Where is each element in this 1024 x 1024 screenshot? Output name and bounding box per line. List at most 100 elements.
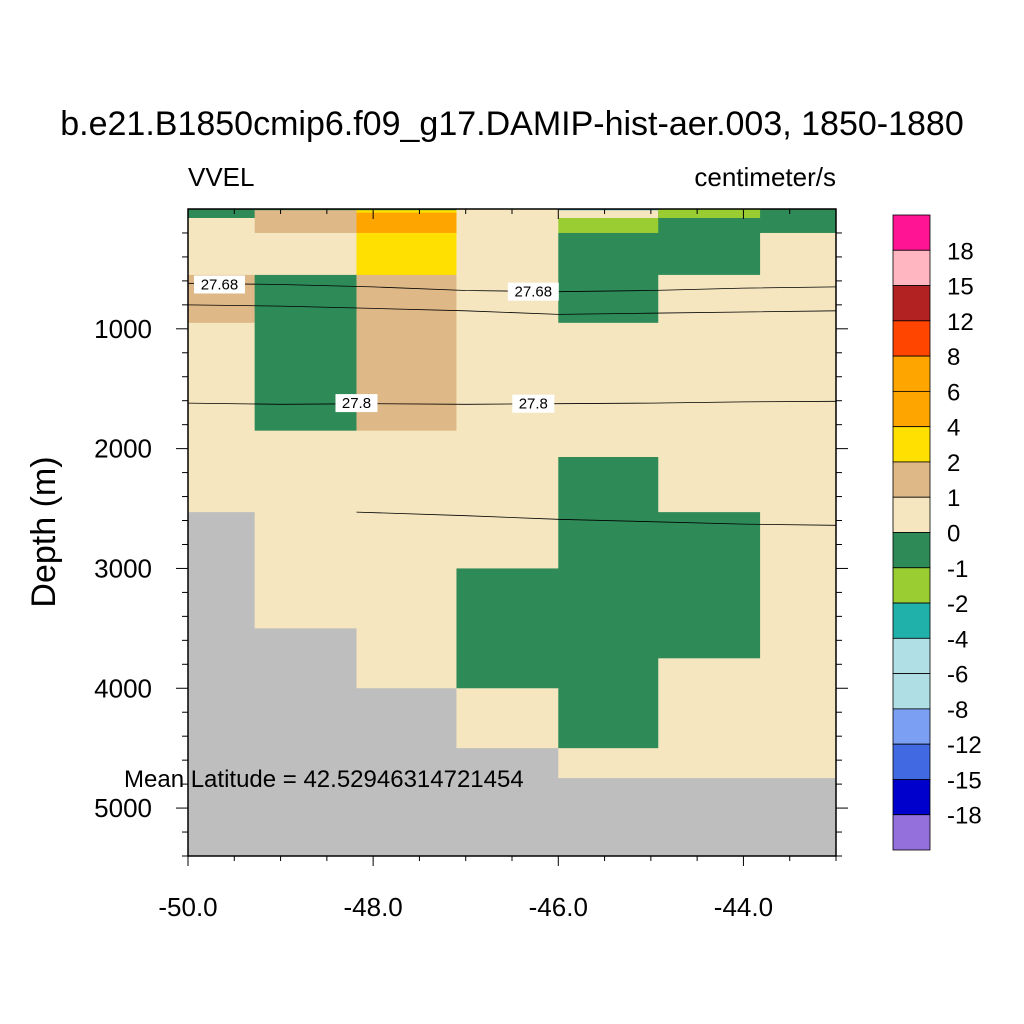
contour-label-box (335, 394, 378, 413)
heatmap-cell (760, 658, 837, 689)
heatmap-cell (456, 457, 559, 513)
heatmap-cell (456, 688, 559, 749)
heatmap-cell (658, 628, 761, 659)
heatmap-cell (658, 457, 761, 513)
contour-label: 27.68 (515, 284, 553, 301)
y-tick-label: 1000 (94, 314, 152, 344)
colorbar-label: 18 (947, 238, 974, 265)
colorbar-swatch (892, 743, 931, 780)
colorbar-label: -4 (947, 626, 968, 653)
missing-cell (760, 778, 837, 857)
missing-cell (254, 628, 357, 659)
colorbar: 18 15 12 8 6 4 2 1 0 -1 -2 -4 -6 -8 -12 -15 -18 (892, 214, 982, 851)
missing-cell (356, 688, 457, 749)
heatmap-cell (658, 274, 761, 324)
y-tick-label: 5000 (94, 793, 152, 823)
heatmap-cell (356, 209, 457, 213)
heatmap-cell (658, 568, 761, 629)
heatmap-cell (558, 658, 659, 689)
heatmap-cell (188, 457, 256, 513)
heatmap-cell (658, 688, 761, 749)
heatmap-cell (456, 628, 559, 659)
missing-cell (188, 778, 256, 857)
heatmap-cell (188, 232, 256, 276)
colorbar-swatch (892, 779, 931, 816)
y-tick-label: 3000 (94, 553, 152, 583)
missing-cell (456, 778, 559, 857)
heatmap-cell (760, 217, 837, 234)
heatmap-cell (356, 212, 457, 233)
missing-cell (188, 658, 256, 689)
missing-cell (254, 658, 357, 689)
heatmap-cell (558, 232, 659, 276)
colorbar-swatch (892, 249, 931, 286)
heatmap-cell (254, 457, 357, 513)
heatmap-cell (254, 512, 357, 569)
colorbar-swatch (892, 814, 931, 851)
contour-label-box (193, 275, 245, 294)
colorbar-label: 4 (947, 415, 960, 442)
colorbar-label: -1 (947, 556, 968, 583)
contour-line (187, 304, 837, 315)
heatmap-cell (254, 274, 357, 324)
heatmap-cell (456, 217, 559, 234)
heatmap-cell (356, 628, 457, 659)
heatmap-cell (558, 430, 659, 458)
missing-cell (188, 628, 256, 659)
heatmap-cell (356, 568, 457, 629)
y-tick-label: 2000 (94, 434, 152, 464)
contour-label-box (507, 282, 559, 301)
units-label: centimeter/s (694, 162, 836, 192)
heatmap-cell (356, 322, 457, 432)
chart-title: b.e21.B1850cmip6.f09_g17.DAMIP-hist-aer.… (60, 105, 964, 143)
heatmap-cell (760, 568, 837, 629)
heatmap-cell (356, 512, 457, 569)
missing-cell (254, 688, 357, 749)
heatmap-cell (254, 430, 357, 458)
colorbar-swatch (892, 355, 931, 392)
y-axis-label: Depth (m) (25, 456, 63, 607)
heatmap-cell (658, 217, 761, 234)
colorbar-swatch (892, 461, 931, 498)
heatmap-cell (356, 274, 457, 324)
colorbar-label: -8 (947, 697, 968, 724)
missing-cell (356, 778, 457, 857)
colorbar-swatch (892, 673, 931, 710)
colorbar-swatch (892, 285, 931, 322)
missing-cell (188, 748, 256, 779)
heatmap-cell (456, 568, 559, 629)
heatmap-cell (456, 658, 559, 689)
heatmap-cell (188, 430, 256, 458)
contour-label: 27.68 (201, 276, 239, 293)
heatmap-cell (658, 748, 761, 779)
missing-cell (188, 512, 256, 569)
missing-cell (188, 688, 256, 749)
heatmap-cell (356, 430, 457, 458)
heatmap-cell (760, 512, 837, 569)
heatmap-cell (456, 512, 559, 569)
heatmap-cell (658, 322, 761, 432)
heatmap-cell (188, 209, 256, 219)
colorbar-label: 15 (947, 274, 974, 301)
colorbar-swatch (892, 637, 931, 675)
heatmap-cell (558, 748, 659, 779)
missing-cell (188, 568, 256, 629)
heatmap-cell (456, 232, 559, 276)
colorbar-label: -6 (947, 662, 968, 689)
heatmap-cell (658, 232, 761, 276)
missing-cell (254, 778, 357, 857)
heatmap-cell (356, 658, 457, 689)
heatmap-cell (760, 209, 837, 219)
heatmap-cell (760, 322, 837, 432)
colorbar-label: -12 (947, 732, 982, 759)
contour-line (356, 511, 837, 526)
contour-labels: 27.68 27.68 27.8 27.8 (193, 275, 559, 413)
heatmap-cell (254, 209, 357, 219)
heatmap-cell (456, 322, 559, 432)
colorbar-label: 0 (947, 521, 960, 548)
colorbar-label: 12 (947, 309, 974, 336)
heatmap-cell (254, 568, 357, 629)
colorbar-label: -15 (947, 767, 982, 794)
heatmap-cell (558, 322, 659, 432)
